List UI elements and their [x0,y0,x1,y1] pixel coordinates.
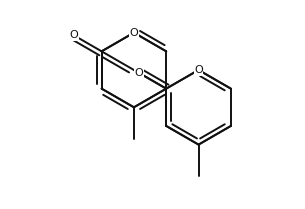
Text: O: O [194,65,203,75]
Text: O: O [130,28,138,38]
Text: O: O [135,68,143,78]
Text: O: O [70,31,78,41]
